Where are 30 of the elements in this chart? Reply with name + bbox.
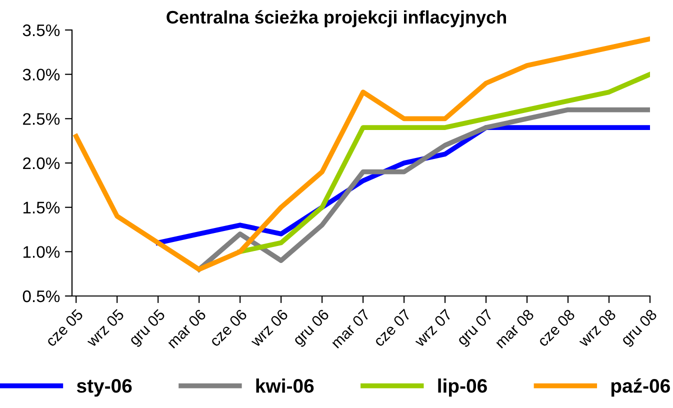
x-tick-label: gru 06 bbox=[292, 308, 332, 348]
line-series bbox=[238, 72, 650, 254]
legend-label: kwi-06 bbox=[256, 378, 314, 393]
x-tick-label: mar 06 bbox=[166, 308, 207, 349]
x-tick-label: gru 08 bbox=[620, 308, 660, 348]
x-tick-label: cze 06 bbox=[208, 308, 248, 348]
x-tick-label: wrz 07 bbox=[413, 308, 452, 348]
x-tick-label: gru 05 bbox=[128, 308, 168, 348]
x-tick-label: wrz 05 bbox=[86, 308, 125, 348]
y-tick-label: 3.5% bbox=[22, 24, 60, 36]
legend-label: sty-06 bbox=[76, 379, 132, 397]
x-tick-label: cze 07 bbox=[372, 308, 412, 348]
line-series bbox=[74, 36, 650, 272]
y-tick-label: 1.5% bbox=[23, 202, 60, 214]
y-tick-label: 1.0% bbox=[23, 246, 60, 258]
y-tick-label: 0.5% bbox=[22, 290, 60, 302]
y-tick-label: 2.5% bbox=[23, 113, 60, 125]
x-tick-label: cze 05 bbox=[45, 308, 84, 348]
x-tick-label: cze 08 bbox=[536, 308, 576, 348]
x-tick-label: gru 07 bbox=[456, 308, 496, 348]
x-tick-label: mar 08 bbox=[494, 308, 534, 349]
x-tick-label: mar 07 bbox=[330, 308, 370, 349]
legend-label: paź-06 bbox=[611, 378, 670, 397]
line-series bbox=[196, 107, 650, 272]
y-tick-label: 3.0% bbox=[22, 68, 60, 81]
x-tick-label: wrz 08 bbox=[577, 308, 616, 348]
y-tick-label: 2.0% bbox=[23, 157, 60, 170]
x-tick-label: wrz 06 bbox=[250, 308, 289, 348]
legend-label: lip-06 bbox=[438, 378, 487, 397]
chart-title: Centralna ścieżka projekcji inflacyjnych bbox=[166, 10, 506, 28]
